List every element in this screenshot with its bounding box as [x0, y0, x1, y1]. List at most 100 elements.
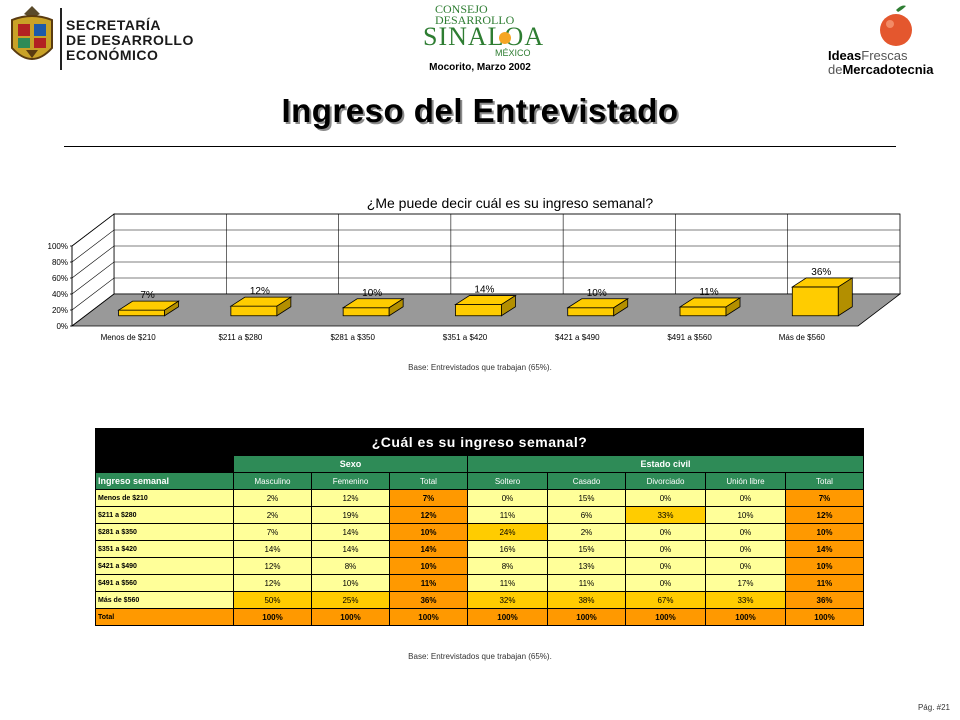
gridline	[71, 229, 900, 263]
table-corner	[95, 455, 234, 473]
table-cell: 36%	[784, 591, 865, 609]
table-cell: 100%	[784, 608, 865, 626]
gridline	[71, 213, 900, 247]
column-header: Total	[784, 472, 865, 490]
table-cell: 0%	[705, 489, 786, 507]
bar-value-label: 10%	[587, 288, 607, 299]
table-row: Total 100% 100% 100% 100% 100% 100% 100% 100%	[95, 608, 865, 626]
category-label: $351 a $420	[443, 333, 488, 342]
sinaloa-wordmark: SINALOA	[423, 22, 545, 51]
page-title: Ingreso del Entrevistado	[281, 92, 679, 129]
ideas-text: Ideas	[828, 48, 862, 63]
table-cell: 14%	[233, 540, 312, 558]
consejo-logo: CONSEJO DESARROLLO SINALOA MÉXICO	[395, 0, 565, 72]
column-header: Casado	[547, 472, 626, 490]
table-cell: 38%	[547, 591, 626, 609]
group-sexo: Sexo	[233, 455, 468, 473]
bar-front	[567, 307, 615, 317]
column-header: Soltero	[467, 472, 548, 490]
y-tick-label: 20%	[52, 306, 68, 315]
bar-side	[725, 297, 741, 317]
mercadotecnia-text: Mercadotecnia	[842, 62, 934, 77]
table-row: $491 a $560 12% 10% 11% 11% 11% 0% 17% 11%	[95, 574, 865, 592]
sun-icon	[499, 32, 511, 44]
row-header-label: Ingreso semanal	[95, 472, 234, 490]
table-cell: 100%	[311, 608, 390, 626]
chart-title: ¿Me puede decir cuál es su ingreso seman…	[367, 195, 654, 211]
meeting-date: Mocorito, Marzo 2002	[429, 62, 531, 73]
table-cell: 0%	[625, 574, 706, 592]
column-header: Total	[389, 472, 468, 490]
table-row: $281 a $350 7% 14% 10% 24% 2% 0% 0% 10%	[95, 523, 865, 541]
table-cell: 0%	[625, 557, 706, 575]
column-header: Femenino	[311, 472, 390, 490]
gridline	[71, 245, 900, 279]
coat-of-arms-icon	[11, 6, 53, 60]
y-tick-label: 0%	[56, 322, 68, 331]
consejo-line-1: CONSEJO	[435, 2, 488, 16]
bar-side	[837, 277, 853, 317]
chart-grid: 0% 20% 40% 60% 80% 100%	[48, 213, 902, 331]
table-cell: 11%	[389, 574, 468, 592]
table-row: $211 a $280 2% 19% 12% 11% 6% 33% 10% 12%	[95, 506, 865, 524]
bar-side	[501, 294, 516, 317]
chart-bars: 7% Menos de $210 12% $211 a $280 10% $281 a $…	[101, 267, 854, 342]
de-text: de	[828, 62, 843, 77]
bar-front	[791, 286, 839, 317]
table-row: $421 a $490 12% 8% 10% 8% 13% 0% 0% 10%	[95, 557, 865, 575]
gridline	[71, 277, 900, 311]
bar-value-label: 36%	[811, 267, 831, 278]
table-cell: 0%	[467, 489, 548, 507]
table-cell: 19%	[311, 506, 390, 524]
table-cell: 14%	[389, 540, 468, 558]
table-cell: 100%	[467, 608, 548, 626]
bar-front	[679, 306, 727, 317]
table-cell: 8%	[467, 557, 548, 575]
table-cell: 11%	[547, 574, 626, 592]
table-cell: 7%	[389, 489, 468, 507]
table-cell: 0%	[625, 523, 706, 541]
bar-side	[613, 298, 629, 317]
table-cell: 14%	[311, 540, 390, 558]
row-label: $281 a $350	[95, 523, 234, 541]
table-cell: 2%	[547, 523, 626, 541]
bar-value-label: 11%	[699, 287, 718, 298]
table-cell: 7%	[233, 523, 312, 541]
table-cell: 15%	[547, 489, 626, 507]
table-cell: 100%	[625, 608, 706, 626]
table-cell: 25%	[311, 591, 390, 609]
bar-front	[342, 307, 390, 317]
table-cell: 0%	[705, 540, 786, 558]
category-label: Menos de $210	[101, 333, 157, 342]
table-cell: 50%	[233, 591, 312, 609]
secretaria-line-3: ECONÓMICO	[66, 47, 159, 63]
bar-front	[118, 309, 165, 317]
group-estado-civil: Estado civil	[466, 455, 865, 473]
bar	[341, 298, 405, 317]
table-row: $351 a $420 14% 14% 14% 16% 15% 0% 0% 14%	[95, 540, 865, 558]
table-cell: 8%	[311, 557, 390, 575]
table-cell: 14%	[784, 540, 865, 558]
bar	[790, 277, 854, 317]
column-header: Unión libre	[705, 472, 786, 490]
table-cell: 0%	[625, 489, 706, 507]
category-label: $421 a $490	[555, 333, 600, 342]
table-cell: 12%	[233, 557, 312, 575]
chart-base-note: Base: Entrevistados que trabajan (65%).	[408, 363, 552, 372]
bar-front	[230, 305, 278, 317]
y-tick-label: 80%	[52, 258, 68, 267]
apple-icon	[880, 5, 912, 46]
y-tick-label: 40%	[52, 290, 68, 299]
table-cell: 12%	[389, 506, 468, 524]
table-cell: 100%	[705, 608, 786, 626]
income-bar-chart: ¿Me puede decir cuál es su ingreso seman…	[48, 195, 902, 342]
mexico-text: MÉXICO	[495, 48, 531, 58]
bar-side	[388, 298, 404, 317]
table-cell: 2%	[233, 506, 312, 524]
table-cell: 14%	[311, 523, 390, 541]
table-cell: 10%	[311, 574, 390, 592]
table-cell: 32%	[467, 591, 548, 609]
table-cell: 10%	[389, 557, 468, 575]
table-base-note: Base: Entrevistados que trabajan (65%).	[408, 652, 552, 661]
gridline	[71, 261, 900, 295]
